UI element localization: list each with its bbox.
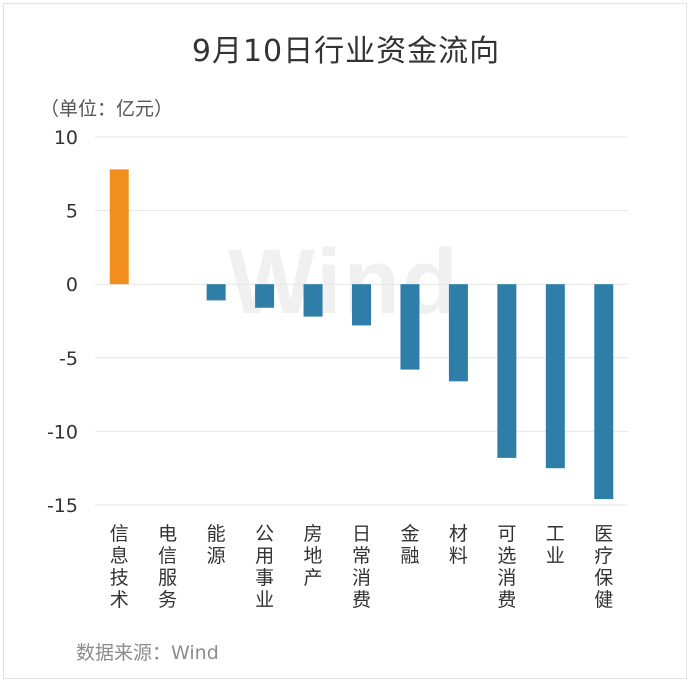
x-category-label: 材料 <box>449 523 468 567</box>
chart-title: 9月10日行业资金流向 <box>191 34 501 69</box>
x-category-label: 能源 <box>207 523 226 567</box>
x-category-label: 房地产 <box>304 523 323 589</box>
x-category-label: 公用事业 <box>255 523 274 611</box>
bar <box>497 284 517 458</box>
x-category-label: 可选消费 <box>497 523 516 611</box>
x-category-label: 金融 <box>400 523 419 567</box>
source-label: 数据来源：Wind <box>76 642 219 664</box>
watermark: Wind <box>228 231 460 333</box>
bar <box>400 284 420 370</box>
bar <box>255 284 275 308</box>
bar <box>448 284 468 382</box>
x-category-label: 电信服务 <box>158 523 177 611</box>
y-tick-label: 0 <box>66 274 78 296</box>
y-tick-label: -5 <box>59 348 78 370</box>
y-tick-label: -10 <box>47 421 78 443</box>
bar <box>303 284 323 317</box>
y-tick-label: 10 <box>54 127 78 149</box>
x-category-label: 信息技术 <box>110 523 129 611</box>
y-tick-label: 5 <box>66 201 78 223</box>
bar <box>109 169 129 285</box>
x-category-label: 日常消费 <box>352 523 371 611</box>
x-category-label: 工业 <box>546 523 565 567</box>
x-category-label: 医疗保健 <box>594 523 613 611</box>
chart-frame <box>3 3 687 679</box>
bar <box>545 284 565 469</box>
unit-label: （单位：亿元） <box>40 98 174 120</box>
bar <box>594 284 614 500</box>
y-tick-label: -15 <box>47 495 78 517</box>
bar <box>352 284 371 326</box>
bar <box>206 284 226 301</box>
